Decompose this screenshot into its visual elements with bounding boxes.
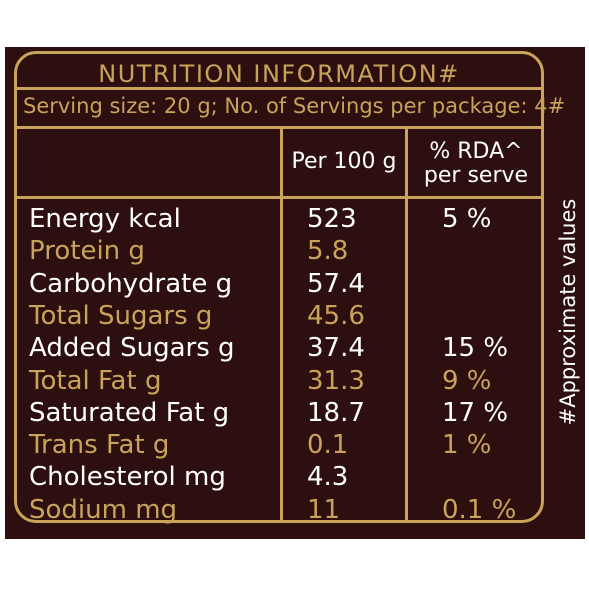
nutrient-row: Trans Fat g 0.1 1 % [17,430,541,462]
divider-title [17,87,541,90]
per100-value: 0.1 [307,430,349,461]
per100-value: 523 [307,204,357,234]
nutrient-name: Cholesterol mg [29,462,226,493]
nutrient-name: Saturated Fat g [29,397,230,428]
per100-value: 45.6 [307,300,365,331]
nutrient-name: Protein g [29,236,145,267]
nutrient-name: Total Fat g [29,365,162,396]
column-divider-2 [405,129,408,523]
nutrient-name: Trans Fat g [29,430,170,461]
rda-value: 1 % [442,430,492,461]
col-header-rda: % RDA^ per serve [408,140,544,188]
divider-serving [17,126,541,129]
nutrition-table: NUTRITION INFORMATION# Serving size: 20 … [14,51,565,525]
rda-value: 9 % [442,365,492,396]
rda-value: 17 % [442,397,509,428]
per100-value: 31.3 [307,365,365,396]
nutrition-panel: NUTRITION INFORMATION# Serving size: 20 … [5,47,585,539]
nutrient-row: Total Sugars g 45.6 [17,301,541,333]
col-header-per100: Per 100 g [291,149,397,174]
rda-value: 15 % [442,333,509,364]
per100-value: 5.8 [307,236,349,267]
nutrient-row: Carbohydrate g 57.4 [17,269,541,301]
col-header-rda-line2: per serve [423,163,529,188]
nutrient-row: Added Sugars g 37.4 15 % [17,333,541,365]
nutrient-name: Sodium mg [29,494,178,525]
divider-header [17,196,541,199]
nutrient-row: Energy kcal 523 5 % [17,204,541,236]
approximate-values-note: #Approximate values [556,198,580,426]
column-divider-1 [280,129,283,523]
rda-value: 0.1 % [442,494,517,525]
per100-value: 11 [307,494,341,525]
per100-value: 57.4 [307,268,365,299]
per100-value: 4.3 [307,462,349,493]
per100-value: 37.4 [307,333,365,364]
nutrient-name: Energy kcal [29,204,181,234]
col-header-rda-line1: % RDA^ [429,139,523,164]
nutrient-name: Added Sugars g [29,333,235,364]
nutrient-row: Total Fat g 31.3 9 % [17,366,541,398]
nutrient-row: Cholesterol mg 4.3 [17,462,541,494]
nutrition-title: NUTRITION INFORMATION# [98,60,460,88]
serving-info: Serving size: 20 g; No. of Servings per … [23,94,566,118]
nutrient-name: Carbohydrate g [29,268,233,299]
rda-value: 5 % [442,204,492,234]
per100-value: 18.7 [307,397,365,428]
nutrient-row: Saturated Fat g 18.7 17 % [17,398,541,430]
nutrient-row: Sodium mg 11 0.1 % [17,495,541,527]
nutrient-row: Protein g 5.8 [17,236,541,268]
nutrient-name: Total Sugars g [29,300,213,331]
